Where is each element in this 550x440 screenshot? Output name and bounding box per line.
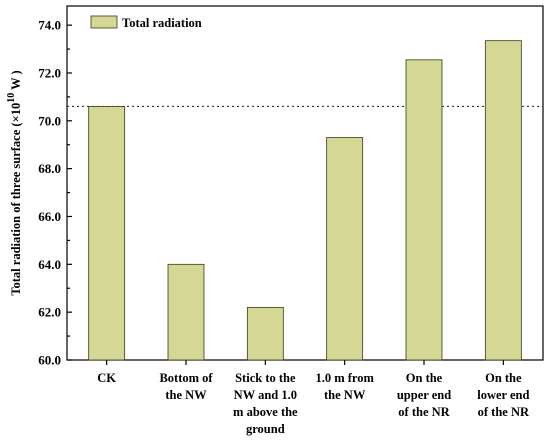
y-axis-title: Total radiation of three surface (×1010 … (6, 70, 23, 295)
x-tick-label: CK (97, 371, 116, 385)
bar (484, 40, 522, 361)
y-tick-label: 64.0 (38, 257, 61, 272)
x-tick-label: On the lower end of the NR (477, 371, 530, 419)
y-tick-label: 70.0 (38, 113, 61, 128)
y-tick-label: 66.0 (38, 209, 61, 224)
x-tick-label: 1.0 m from the NW (315, 371, 374, 402)
x-tick-label: Stick to the NW and 1.0 m above the ground (233, 371, 298, 436)
y-tick-label: 74.0 (38, 18, 61, 33)
plot-frame (66, 5, 544, 361)
legend: Total radiation (90, 15, 202, 30)
bar (405, 59, 443, 361)
bars (88, 40, 522, 361)
legend-label: Total radiation (122, 16, 202, 30)
y-tick-label: 72.0 (38, 65, 61, 80)
y-tick-label: 68.0 (38, 161, 61, 176)
x-tick-label: On the upper end of the NR (397, 371, 451, 419)
bar (167, 263, 205, 361)
x-tick-label: Bottom of the NW (159, 371, 213, 402)
x-axis-labels: CK Bottom of the NW Stick to the NW and 1.0 m… (97, 371, 530, 436)
bar (88, 106, 126, 361)
bar (326, 137, 364, 361)
bar (246, 306, 284, 361)
y-tick-label: 62.0 (38, 305, 61, 320)
axes (66, 5, 544, 365)
legend-swatch (90, 15, 118, 29)
y-axis-labels: 60.0 62.0 64.0 66.0 68.0 70.0 72.0 74.0 (38, 18, 61, 368)
y-tick-label: 60.0 (38, 353, 61, 368)
